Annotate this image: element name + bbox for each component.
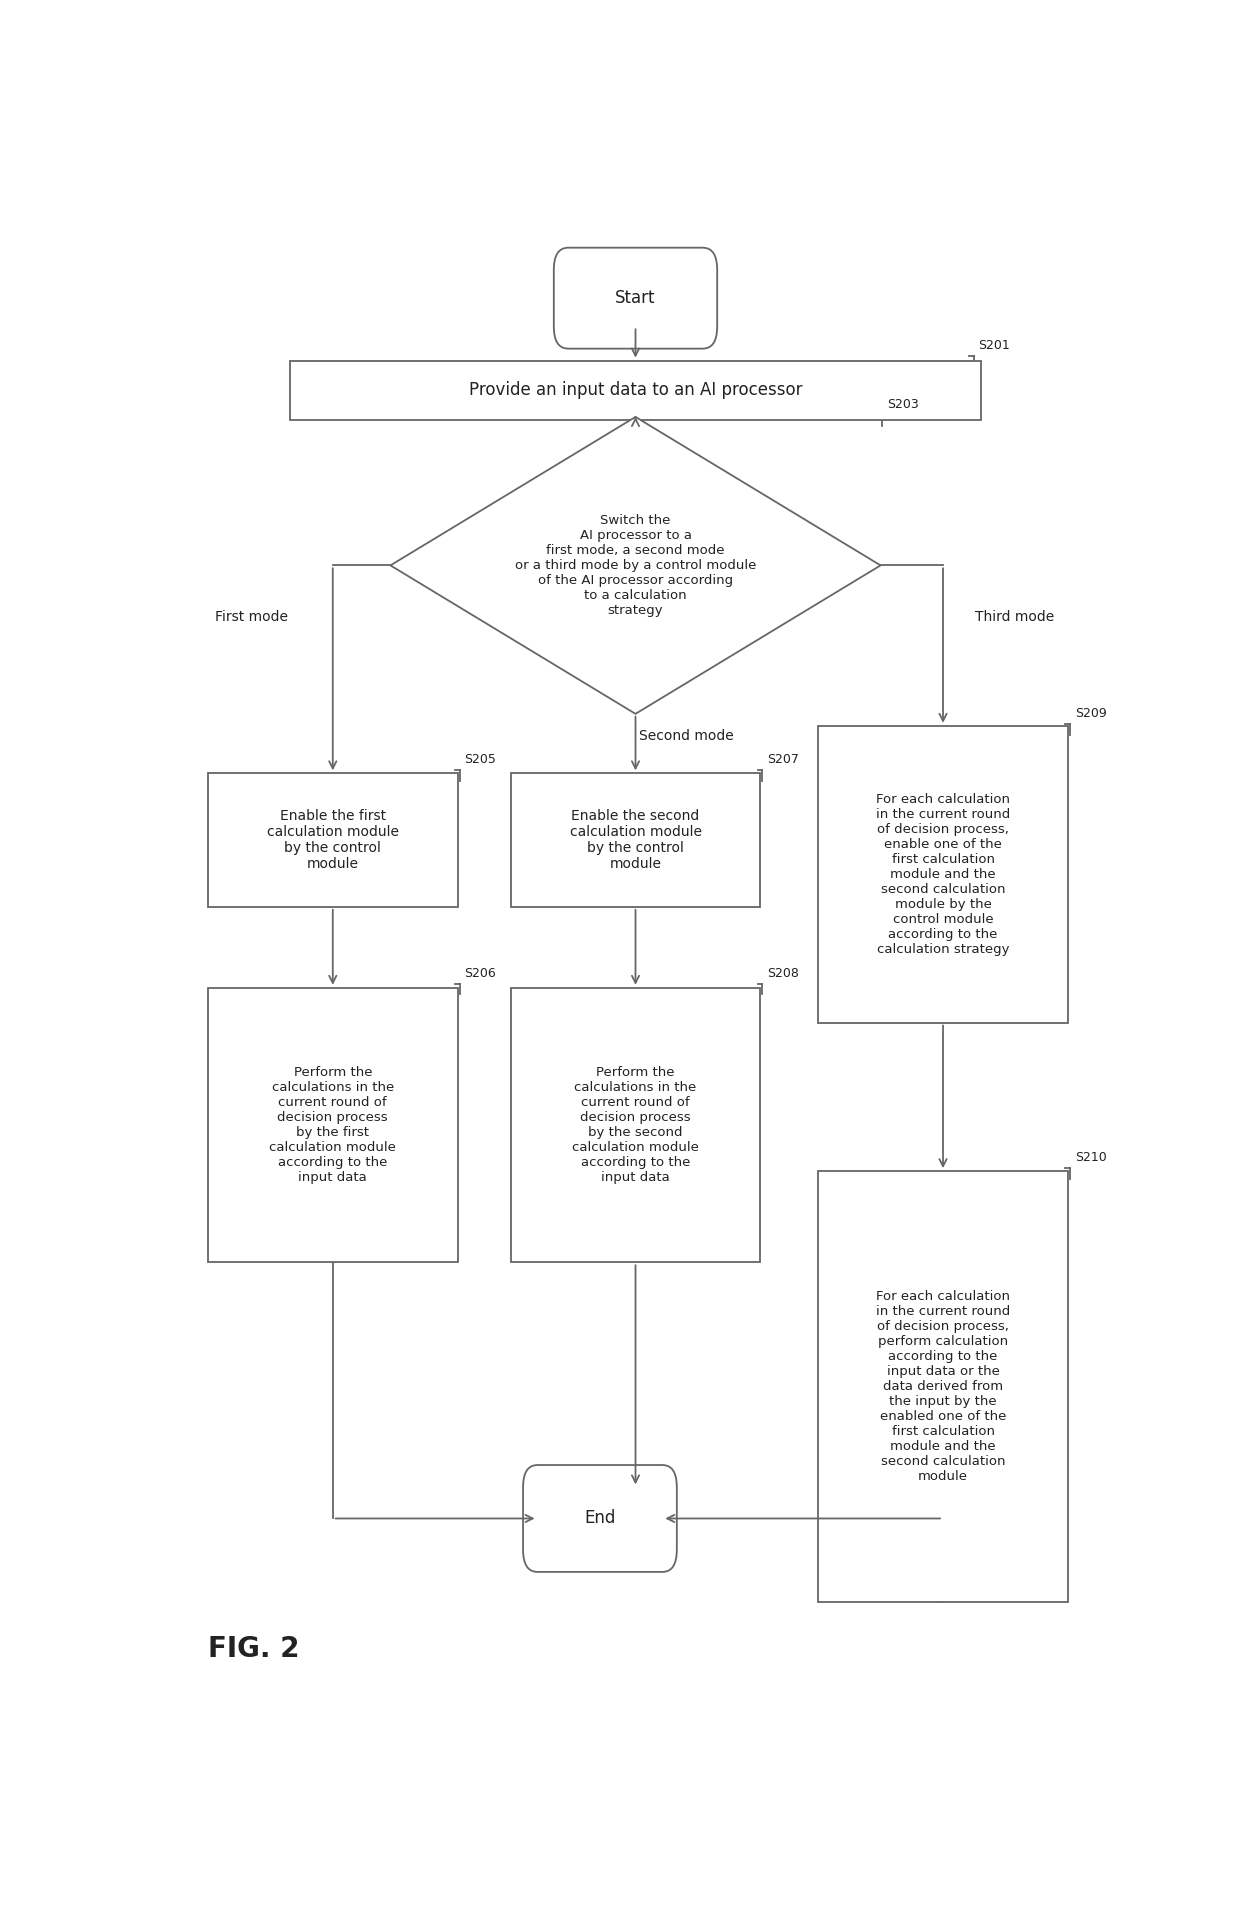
- Text: For each calculation
in the current round
of decision process,
enable one of the: For each calculation in the current roun…: [875, 792, 1011, 956]
- FancyBboxPatch shape: [523, 1465, 677, 1571]
- Text: For each calculation
in the current round
of decision process,
perform calculati: For each calculation in the current roun…: [875, 1290, 1011, 1483]
- Text: Enable the first
calculation module
by the control
module: Enable the first calculation module by t…: [267, 808, 399, 871]
- Text: Start: Start: [615, 289, 656, 307]
- FancyBboxPatch shape: [554, 247, 717, 349]
- Text: S203: S203: [888, 397, 919, 411]
- Text: S207: S207: [768, 752, 799, 765]
- Text: End: End: [584, 1510, 615, 1527]
- Text: Second mode: Second mode: [640, 729, 734, 742]
- Text: S210: S210: [1075, 1151, 1106, 1165]
- Bar: [818, 725, 1068, 1022]
- Text: Perform the
calculations in the
current round of
decision process
by the second
: Perform the calculations in the current …: [572, 1066, 699, 1184]
- Text: Third mode: Third mode: [976, 611, 1055, 625]
- Bar: [208, 773, 458, 906]
- Text: FIG. 2: FIG. 2: [208, 1635, 299, 1664]
- Bar: [208, 987, 458, 1263]
- Polygon shape: [391, 416, 880, 713]
- Text: Switch the
AI processor to a
first mode, a second mode
or a third mode by a cont: Switch the AI processor to a first mode,…: [515, 515, 756, 617]
- Text: Provide an input data to an AI processor: Provide an input data to an AI processor: [469, 382, 802, 399]
- Text: S208: S208: [768, 966, 799, 979]
- Text: S206: S206: [465, 966, 496, 979]
- Text: S205: S205: [465, 752, 496, 765]
- Text: Enable the second
calculation module
by the control
module: Enable the second calculation module by …: [569, 808, 702, 871]
- Bar: [511, 773, 760, 906]
- Bar: [818, 1170, 1068, 1602]
- Text: S209: S209: [1075, 708, 1106, 719]
- Bar: [511, 987, 760, 1263]
- Text: Perform the
calculations in the
current round of
decision process
by the first
c: Perform the calculations in the current …: [269, 1066, 397, 1184]
- Bar: [290, 361, 982, 420]
- Text: First mode: First mode: [215, 611, 288, 625]
- Text: S201: S201: [978, 339, 1011, 351]
